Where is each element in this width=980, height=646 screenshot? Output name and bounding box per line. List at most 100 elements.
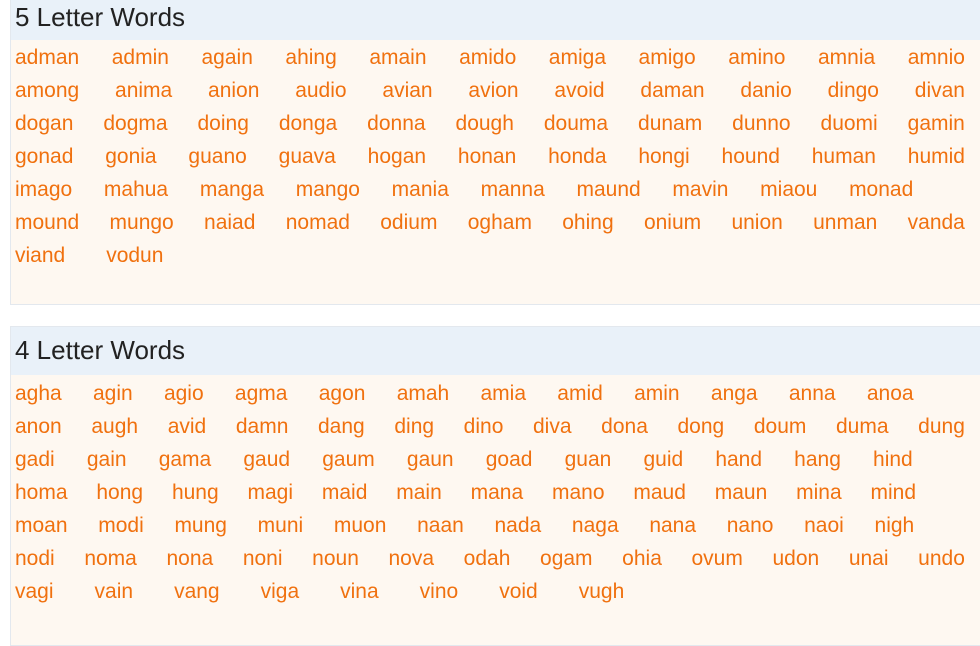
word-link[interactable]: gaud (243, 448, 291, 471)
word-link[interactable]: amia (480, 382, 527, 405)
word-link[interactable]: donga (278, 112, 338, 135)
word-link[interactable]: diva (533, 415, 572, 438)
word-link[interactable]: mavin (672, 178, 729, 201)
word-link[interactable]: amnia (818, 46, 876, 69)
word-link[interactable]: anon (15, 415, 62, 438)
word-link[interactable]: ahing (285, 46, 337, 69)
word-link[interactable]: dang (318, 415, 365, 438)
word-link[interactable]: agma (234, 382, 288, 405)
word-link[interactable]: muon (333, 514, 387, 537)
word-link[interactable]: amah (396, 382, 450, 405)
word-link[interactable]: admin (111, 46, 169, 69)
word-link[interactable]: hang (794, 448, 841, 471)
word-link[interactable]: agio (163, 382, 204, 405)
word-link[interactable]: guava (278, 145, 336, 168)
word-link[interactable]: amigo (638, 46, 696, 69)
word-link[interactable]: main (396, 481, 442, 504)
word-link[interactable]: dingo (827, 79, 879, 102)
word-link[interactable]: dogma (103, 112, 168, 135)
word-link[interactable]: dona (601, 415, 648, 438)
word-link[interactable]: hung (171, 481, 219, 504)
word-link[interactable]: avian (382, 79, 433, 102)
word-link[interactable]: avoid (554, 79, 605, 102)
word-link[interactable]: dough (455, 112, 514, 135)
word-link[interactable]: guano (188, 145, 247, 168)
word-link[interactable]: ogham (467, 211, 532, 234)
word-link[interactable]: void (499, 580, 538, 603)
word-link[interactable]: mung (174, 514, 227, 537)
word-link[interactable]: ohia (622, 547, 662, 570)
word-link[interactable]: moan (15, 514, 68, 537)
word-link[interactable]: guan (564, 448, 612, 471)
word-link[interactable]: anoa (866, 382, 914, 405)
word-link[interactable]: avid (167, 415, 207, 438)
word-link[interactable]: undo (918, 547, 965, 570)
word-link[interactable]: nova (388, 547, 435, 570)
word-link[interactable]: maun (714, 481, 768, 504)
word-link[interactable]: mana (470, 481, 524, 504)
word-link[interactable]: naan (417, 514, 464, 537)
word-link[interactable]: vanda (907, 211, 965, 234)
word-link[interactable]: gama (158, 448, 212, 471)
word-link[interactable]: doum (753, 415, 807, 438)
word-link[interactable]: viand (15, 244, 66, 267)
word-link[interactable]: dunam (638, 112, 703, 135)
word-link[interactable]: duma (836, 415, 889, 438)
word-link[interactable]: hong (96, 481, 144, 504)
word-link[interactable]: mano (552, 481, 605, 504)
word-link[interactable]: magi (247, 481, 294, 504)
word-link[interactable]: mahua (103, 178, 169, 201)
word-link[interactable]: unai (848, 547, 889, 570)
word-link[interactable]: dong (677, 415, 725, 438)
word-link[interactable]: agin (92, 382, 133, 405)
word-link[interactable]: nigh (874, 514, 915, 537)
word-link[interactable]: gaun (406, 448, 454, 471)
word-link[interactable]: naga (571, 514, 619, 537)
word-link[interactable]: agon (318, 382, 366, 405)
word-link[interactable]: human (811, 145, 876, 168)
word-link[interactable]: mina (796, 481, 842, 504)
word-link[interactable]: odah (463, 547, 511, 570)
word-link[interactable]: anga (710, 382, 758, 405)
word-link[interactable]: hogan (367, 145, 427, 168)
word-link[interactable]: agha (15, 382, 62, 405)
word-link[interactable]: gonad (15, 145, 74, 168)
word-link[interactable]: danio (740, 79, 792, 102)
word-link[interactable]: onium (643, 211, 702, 234)
word-link[interactable]: honda (548, 145, 607, 168)
word-link[interactable]: muni (257, 514, 304, 537)
word-link[interactable]: union (731, 211, 783, 234)
word-link[interactable]: ding (394, 415, 435, 438)
word-link[interactable]: dino (463, 415, 504, 438)
word-link[interactable]: vang (174, 580, 220, 603)
word-link[interactable]: divan (914, 79, 965, 102)
word-link[interactable]: honan (457, 145, 517, 168)
word-link[interactable]: nano (726, 514, 774, 537)
word-link[interactable]: amnio (907, 46, 965, 69)
word-link[interactable]: daman (640, 79, 705, 102)
word-link[interactable]: nodi (15, 547, 55, 570)
word-link[interactable]: ovum (691, 547, 743, 570)
word-link[interactable]: miaou (760, 178, 818, 201)
word-link[interactable]: vain (94, 580, 134, 603)
word-link[interactable]: damn (235, 415, 289, 438)
word-link[interactable]: amain (369, 46, 427, 69)
word-link[interactable]: mango (295, 178, 360, 201)
word-link[interactable]: gadi (15, 448, 55, 471)
word-link[interactable]: duomi (820, 112, 878, 135)
word-link[interactable]: gamin (907, 112, 965, 135)
word-link[interactable]: hand (715, 448, 763, 471)
word-link[interactable]: hongi (638, 145, 690, 168)
word-link[interactable]: nomad (285, 211, 350, 234)
word-link[interactable]: audio (295, 79, 347, 102)
word-link[interactable]: amino (728, 46, 786, 69)
word-link[interactable]: maund (576, 178, 641, 201)
word-link[interactable]: vino (419, 580, 459, 603)
word-link[interactable]: modi (98, 514, 144, 537)
word-link[interactable]: maud (633, 481, 686, 504)
word-link[interactable]: maid (321, 481, 368, 504)
word-link[interactable]: ohing (562, 211, 614, 234)
word-link[interactable]: viga (260, 580, 300, 603)
word-link[interactable]: mania (391, 178, 449, 201)
word-link[interactable]: amin (634, 382, 680, 405)
